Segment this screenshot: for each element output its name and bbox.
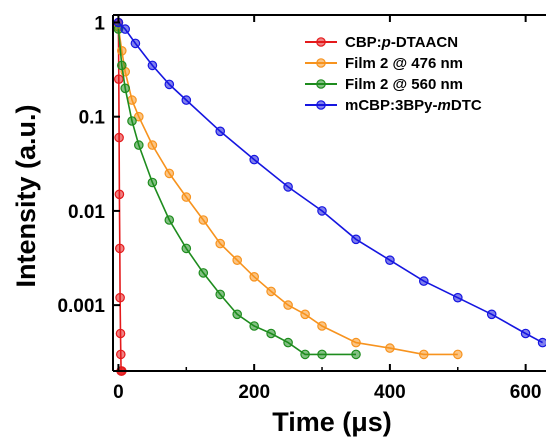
x-axis-title: Time (μs) [272, 407, 392, 437]
data-point [351, 337, 361, 348]
data-point [249, 271, 259, 282]
data-point [115, 292, 125, 303]
data-point [164, 215, 175, 225]
y-tick-label: 0.1 [79, 108, 106, 129]
data-point [114, 74, 124, 84]
data-point [266, 286, 276, 297]
legend-marker [316, 58, 326, 68]
data-point [385, 255, 395, 265]
legend-item-2: Film 2 @ 560 nm [305, 76, 463, 93]
data-point [147, 177, 158, 188]
data-point [283, 300, 293, 310]
data-point [537, 337, 546, 348]
data-point [249, 321, 259, 331]
data-point [452, 349, 463, 360]
data-point [452, 292, 463, 303]
data-point [181, 192, 192, 202]
data-point [232, 255, 242, 265]
legend-label: Film 2 @ 476 nm [345, 55, 463, 72]
data-point [147, 60, 158, 71]
data-point [134, 140, 144, 150]
data-point [164, 168, 175, 179]
legend-label: CBP:p-DTAACN [345, 34, 458, 51]
data-point [164, 79, 175, 90]
data-point [351, 234, 361, 245]
y-axis-title: Intensity (a.u.) [11, 104, 41, 287]
data-point [115, 328, 126, 339]
data-point [317, 206, 327, 216]
data-point [198, 268, 209, 278]
data-point [116, 349, 126, 360]
data-point [317, 321, 327, 331]
data-point [134, 111, 144, 122]
legend-marker [316, 100, 326, 110]
data-point [520, 328, 531, 339]
y-tick-label: 0.01 [68, 202, 105, 223]
series-line [117, 29, 356, 356]
legend-item-3: mCBP:3BPy-mDTC [305, 97, 482, 114]
data-point [117, 45, 127, 56]
y-tick-label: 1 [94, 13, 105, 34]
legend-label: Film 2 @ 560 nm [345, 76, 463, 93]
data-point [266, 328, 276, 339]
series-2 [113, 24, 361, 360]
series-layer [113, 17, 546, 376]
data-point [486, 309, 497, 320]
legend-item-0: CBP:p-DTAACN [305, 34, 458, 51]
series-line [117, 21, 543, 344]
data-point [147, 140, 158, 150]
legend-marker [316, 37, 326, 47]
data-point [117, 60, 127, 71]
data-point [198, 215, 209, 225]
data-point [232, 309, 242, 320]
data-point [351, 349, 361, 360]
data-point [120, 24, 130, 34]
y-tick-label: 0.001 [57, 296, 105, 317]
data-point [215, 289, 225, 300]
data-point [114, 132, 124, 143]
data-point [130, 38, 141, 49]
data-point [317, 349, 327, 360]
data-point [300, 309, 310, 320]
data-point [115, 243, 125, 254]
x-tick-label: 0 [113, 382, 124, 403]
data-point [127, 116, 137, 126]
legend-item-1: Film 2 @ 476 nm [305, 55, 463, 72]
data-point [114, 189, 125, 200]
x-tick-label: 600 [510, 382, 542, 403]
data-point [181, 243, 192, 254]
data-point [418, 276, 429, 286]
data-point [418, 349, 429, 360]
x-tick-label: 400 [374, 382, 406, 403]
legend-marker [316, 79, 326, 89]
data-point [300, 349, 310, 360]
data-point [249, 154, 259, 165]
data-point [283, 182, 293, 192]
legend-label: mCBP:3BPy-mDTC [345, 97, 482, 114]
data-point [215, 238, 225, 249]
x-tick-label: 200 [238, 382, 270, 403]
legend: CBP:p-DTAACN Film 2 @ 476 nm Film 2 @ 560 … [305, 34, 482, 114]
data-point [385, 343, 395, 353]
series-3 [113, 17, 546, 348]
data-point [215, 126, 225, 137]
data-point [283, 337, 293, 348]
data-point [120, 83, 130, 94]
data-point [181, 95, 192, 105]
axes-layer: 0 200 400 600 1 0.1 0.01 0.001 [57, 13, 546, 403]
